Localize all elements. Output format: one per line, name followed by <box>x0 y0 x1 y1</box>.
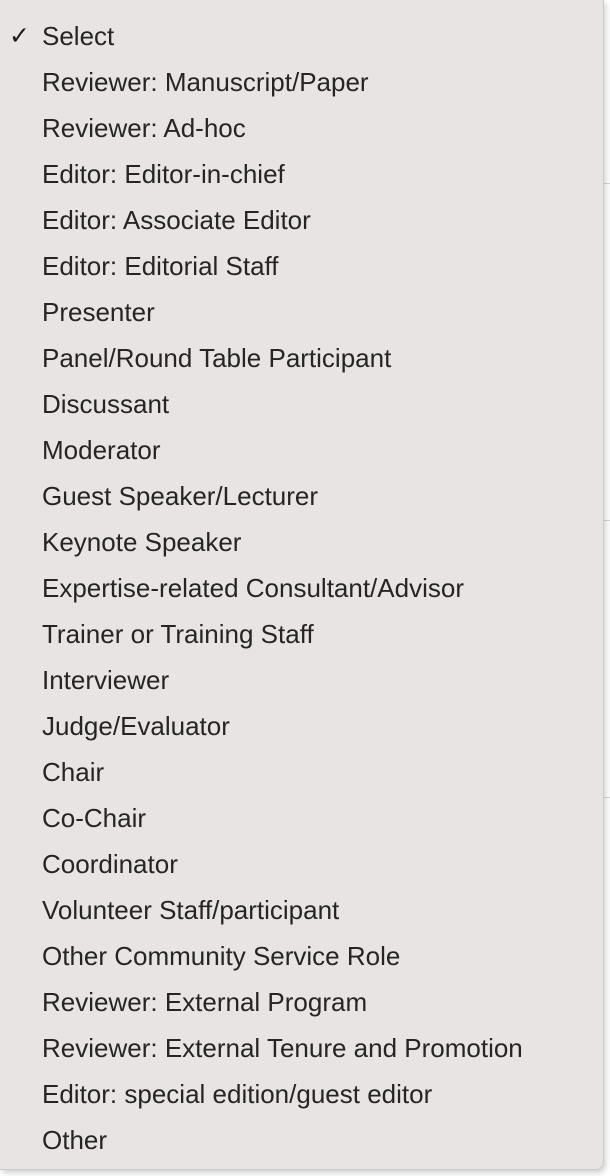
dropdown-option[interactable]: Judge/Evaluator <box>0 703 603 749</box>
dropdown-option-label: Expertise-related Consultant/Advisor <box>42 573 464 603</box>
dropdown-option-label: Other Community Service Role <box>42 941 401 971</box>
dropdown-option[interactable]: Expertise-related Consultant/Advisor <box>0 565 603 611</box>
dropdown-option-label: Co-Chair <box>42 803 147 833</box>
dropdown-option[interactable]: Panel/Round Table Participant <box>0 335 603 381</box>
dropdown-option-label: Interviewer <box>42 665 170 695</box>
dropdown-option[interactable]: Keynote Speaker <box>0 519 603 565</box>
dropdown-option-label: Guest Speaker/Lecturer <box>42 481 319 511</box>
dropdown-option-label: Editor: Editorial Staff <box>42 251 279 281</box>
dropdown-option[interactable]: Discussant <box>0 381 603 427</box>
dropdown-option[interactable]: Editor: Editorial Staff <box>0 243 603 289</box>
dropdown-option[interactable]: Other <box>0 1117 603 1163</box>
dropdown-option-label: Select <box>42 21 115 51</box>
dropdown-option-label: Chair <box>42 757 105 787</box>
dropdown-option[interactable]: Editor: Editor-in-chief <box>0 151 603 197</box>
dropdown-option[interactable]: Moderator <box>0 427 603 473</box>
dropdown-option[interactable]: Reviewer: Manuscript/Paper <box>0 59 603 105</box>
dropdown-option-label: Editor: special edition/guest editor <box>42 1079 433 1109</box>
dropdown-option[interactable]: Guest Speaker/Lecturer <box>0 473 603 519</box>
dropdown-option-label: Other <box>42 1125 108 1155</box>
dropdown-option-label: Coordinator <box>42 849 178 879</box>
dropdown-option-label: Moderator <box>42 435 161 465</box>
dropdown-option[interactable]: ✓ Select <box>0 13 603 59</box>
dropdown-option[interactable]: Other Community Service Role <box>0 933 603 979</box>
dropdown-option-label: Judge/Evaluator <box>42 711 230 741</box>
dropdown-option-label: Keynote Speaker <box>42 527 242 557</box>
checkmark-icon: ✓ <box>9 22 30 50</box>
dropdown-option[interactable]: Volunteer Staff/participant <box>0 887 603 933</box>
dropdown-option-label: Editor: Associate Editor <box>42 205 311 235</box>
dropdown-option[interactable]: Presenter <box>0 289 603 335</box>
backdrop-divider <box>604 183 610 184</box>
dropdown-option-label: Reviewer: Ad-hoc <box>42 113 246 143</box>
dropdown-option-label: Discussant <box>42 389 170 419</box>
dropdown-option[interactable]: Editor: special edition/guest editor <box>0 1071 603 1117</box>
dropdown-option-label: Reviewer: External Tenure and Promotion <box>42 1033 523 1063</box>
dropdown-option[interactable]: Coordinator <box>0 841 603 887</box>
dropdown-option-label: Volunteer Staff/participant <box>42 895 340 925</box>
dropdown-option-label: Editor: Editor-in-chief <box>42 159 285 189</box>
backdrop-divider <box>604 520 610 521</box>
dropdown-option[interactable]: Interviewer <box>0 657 603 703</box>
backdrop-divider <box>604 797 610 798</box>
dropdown-option[interactable]: Co-Chair <box>0 795 603 841</box>
dropdown-option[interactable]: Reviewer: Ad-hoc <box>0 105 603 151</box>
dropdown-option-label: Presenter <box>42 297 155 327</box>
dropdown-option[interactable]: Reviewer: External Program <box>0 979 603 1025</box>
dropdown-option-label: Reviewer: External Program <box>42 987 368 1017</box>
dropdown-option-label: Reviewer: Manuscript/Paper <box>42 67 369 97</box>
dropdown-option[interactable]: Reviewer: External Tenure and Promotion <box>0 1025 603 1071</box>
dropdown-option-label: Panel/Round Table Participant <box>42 343 392 373</box>
dropdown-option[interactable]: Trainer or Training Staff <box>0 611 603 657</box>
dropdown-option-label: Trainer or Training Staff <box>42 619 314 649</box>
dropdown-option[interactable]: Editor: Associate Editor <box>0 197 603 243</box>
dropdown-option[interactable]: Chair <box>0 749 603 795</box>
